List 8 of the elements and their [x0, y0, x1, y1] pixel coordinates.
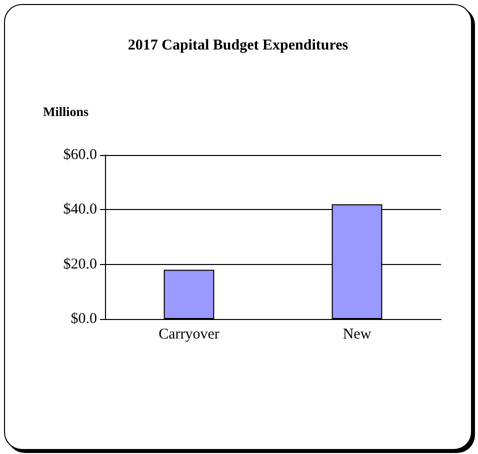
y-tick-label: $40.0	[63, 202, 97, 218]
y-tick-label: $0.0	[70, 311, 97, 327]
chart-title: 2017 Capital Budget Expenditures	[128, 38, 348, 54]
x-tick-label: New	[342, 326, 372, 342]
y-tick-label: $20.0	[63, 256, 97, 272]
x-tick-label: Carryover	[158, 326, 220, 342]
y-tick-label: $60.0	[63, 147, 97, 163]
y-axis-title: Millions	[43, 104, 89, 119]
